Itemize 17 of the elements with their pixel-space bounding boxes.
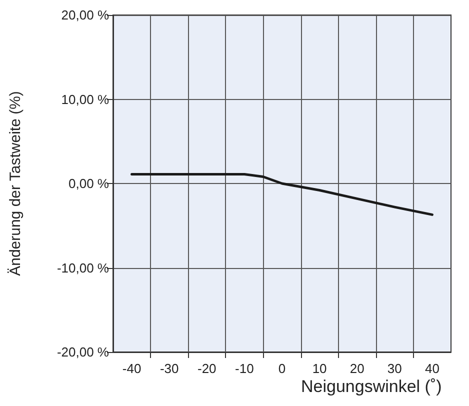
x-axis-title: Neigungswinkel (˚): [301, 377, 442, 396]
y-axis-title: Änderung der Tastweite (%): [7, 91, 24, 276]
x-tick-label: -20: [197, 361, 216, 376]
x-tick-label: 20: [350, 361, 364, 376]
x-tick-label: -30: [160, 361, 179, 376]
y-tick-label: 10,00 %: [61, 92, 110, 107]
x-tick-label: 0: [278, 361, 286, 376]
x-tick-label: -40: [122, 361, 142, 376]
line-series: [130, 172, 434, 216]
x-tick-label: 30: [387, 361, 402, 376]
y-tick-label: -20,00 %: [56, 344, 110, 360]
y-tick-label: -10,00 %: [56, 260, 110, 276]
x-tick-label: 40: [424, 361, 440, 376]
y-tick-label: 20,00 %: [61, 8, 110, 22]
y-tick-label: 0,00 %: [68, 176, 110, 191]
x-tick-label: -10: [235, 361, 254, 376]
x-tick-label: 10: [312, 361, 327, 376]
